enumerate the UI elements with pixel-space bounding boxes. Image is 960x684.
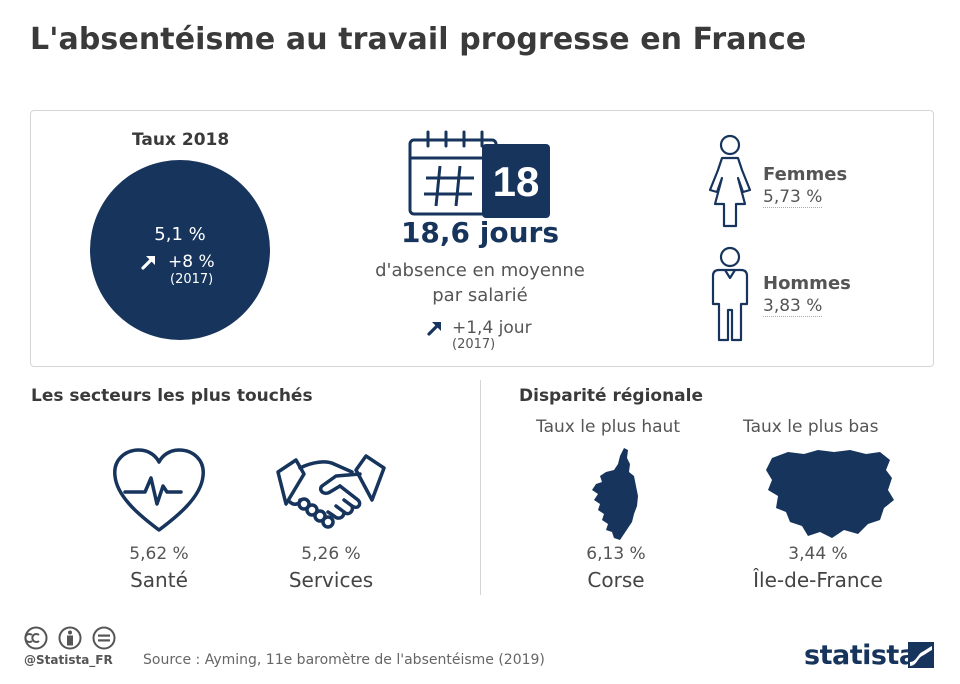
heart-pulse-icon — [113, 448, 205, 532]
page-title: L'absentéisme au travail progresse en Fr… — [30, 22, 807, 57]
arrow-up-right-icon — [427, 322, 441, 336]
rate-change-value: +8 % — [168, 252, 215, 272]
rate-label: Taux 2018 — [132, 130, 230, 150]
sectors-title: Les secteurs les plus touchés — [31, 386, 313, 406]
handshake-icon — [276, 454, 386, 529]
days-desc-line2: par salarié — [432, 285, 528, 306]
regional-highest-value: 6,13 % — [586, 544, 646, 564]
days-desc-line1: d'absence en moyenne — [375, 260, 585, 281]
calendar-number: 18 — [493, 158, 540, 205]
statista-logo-mark — [908, 642, 934, 668]
sector-label-sante: Santé — [130, 568, 188, 592]
footer-source: Source : Ayming, 11e baromètre de l'abse… — [143, 652, 545, 668]
sector-label-services: Services — [288, 568, 374, 592]
gender-label-men: Hommes — [763, 273, 851, 294]
sector-value-sante: 5,62 % — [129, 544, 189, 564]
gender-value-women: 5,73 % — [763, 187, 823, 208]
regional-highest-heading: Taux le plus haut — [536, 417, 680, 437]
rate-circle — [90, 160, 270, 340]
rate-value: 5,1 % — [154, 224, 206, 245]
key-figures-panel — [30, 110, 934, 367]
days-change: +1,4 jour — [426, 318, 532, 338]
days-description: d'absence en moyenne par salarié — [350, 258, 610, 308]
creative-commons-icons — [24, 626, 116, 650]
gender-value-men: 3,83 % — [763, 296, 823, 317]
corse-map-icon — [592, 448, 638, 540]
regional-lowest-value: 3,44 % — [788, 544, 848, 564]
days-value: 18,6 jours — [400, 216, 560, 249]
sector-value-services: 5,26 % — [301, 544, 361, 564]
regional-highest-label: Corse — [587, 568, 645, 592]
footer-handle: @Statista_FR — [24, 653, 113, 667]
regional-lowest-label: Île-de-France — [753, 568, 883, 592]
woman-icon — [708, 134, 752, 228]
calendar-icon: 18 — [408, 130, 550, 218]
arrow-up-right-icon — [141, 256, 155, 270]
section-divider — [480, 380, 481, 595]
rate-change: +8 % — [140, 252, 215, 272]
man-icon — [711, 246, 749, 342]
regional-title: Disparité régionale — [519, 386, 704, 406]
ile-de-france-map-icon — [766, 450, 894, 538]
gender-label-women: Femmes — [763, 164, 848, 185]
statista-logo: statista — [804, 640, 917, 671]
days-change-year: (2017) — [452, 337, 496, 352]
days-change-value: +1,4 jour — [452, 318, 532, 338]
regional-lowest-heading: Taux le plus bas — [743, 417, 879, 437]
rate-change-year: (2017) — [170, 272, 214, 287]
